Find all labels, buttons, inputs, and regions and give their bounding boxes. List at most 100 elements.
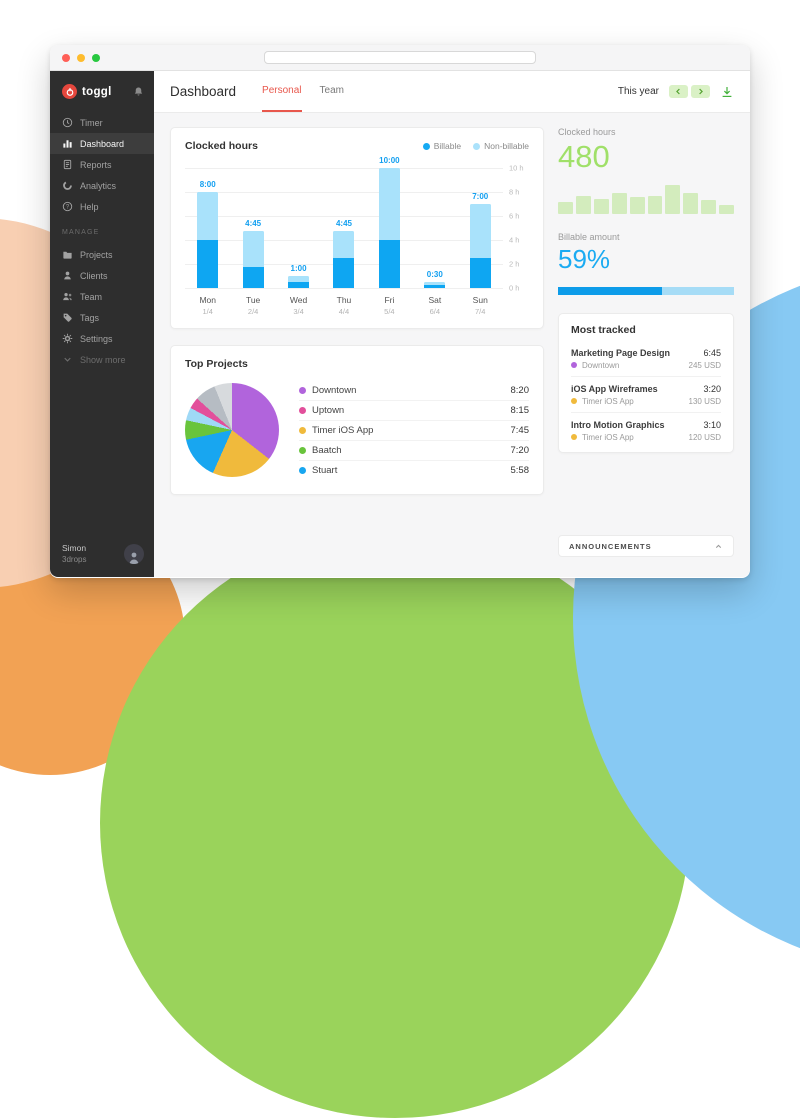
sidebar-item-analytics[interactable]: Analytics: [50, 175, 154, 196]
x-axis-date: 2/4: [247, 307, 259, 316]
next-period-button[interactable]: [691, 85, 710, 98]
tracked-time: 6:45: [703, 347, 721, 358]
tracked-time: 3:20: [703, 383, 721, 394]
mini-bar: [558, 201, 573, 214]
sidebar-item-tags[interactable]: Tags: [50, 307, 154, 328]
x-axis-label: Mon 1/4: [185, 295, 230, 316]
chevron-down-icon: [62, 354, 73, 365]
download-icon[interactable]: [720, 85, 734, 99]
sidebar-item-show-more[interactable]: Show more: [50, 349, 154, 370]
x-axis-label: Sat 6/4: [412, 295, 457, 316]
x-axis-date: 1/4: [202, 307, 213, 316]
billable-segment: [378, 240, 400, 288]
announcements-bar[interactable]: ANNOUNCEMENTS: [558, 535, 734, 557]
y-axis-tick: 8 h: [509, 187, 520, 197]
tracked-row-intro-motion-graphics[interactable]: Intro Motion Graphics 3:10 Timer iOS App 12…: [571, 411, 721, 448]
x-axis-date: 3/4: [293, 307, 304, 316]
y-axis-tick: 0 h: [509, 283, 520, 293]
content-left-column: Clocked hours Billable Non-billable 10 h 8…: [170, 127, 544, 557]
project-row-downtown[interactable]: Downtown 8:20: [299, 381, 529, 401]
project-time: 8:20: [510, 384, 530, 396]
sidebar-user[interactable]: Simon 3drops: [50, 543, 154, 577]
y-axis-tick: 4 h: [509, 235, 520, 245]
tracked-main: Intro Motion Graphics 3:10: [571, 420, 721, 430]
notifications-bell-icon[interactable]: [133, 86, 144, 97]
top-projects-legend: Downtown 8:20 Uptown 8:15 Timer iOS App 7:45 B…: [299, 381, 529, 480]
project-row-uptown[interactable]: Uptown 8:15: [299, 401, 529, 421]
project-dot: [299, 406, 306, 414]
sidebar: toggl Timer Dashboard Reports Analytics? Hel…: [50, 71, 154, 577]
bar-sun[interactable]: 7:00: [458, 168, 503, 288]
mini-bar: [665, 185, 681, 214]
non-billable-segment: [424, 282, 446, 285]
non-billable-segment: [378, 168, 400, 240]
y-axis-tick: 2 h: [509, 259, 520, 269]
minimize-window-button[interactable]: [77, 53, 85, 62]
project-row-stuart[interactable]: Stuart 5:58: [299, 461, 529, 480]
sidebar-item-projects[interactable]: Projects: [50, 244, 154, 265]
project-row-timer-ios-app[interactable]: Timer iOS App 7:45: [299, 421, 529, 441]
people-icon: [62, 291, 73, 302]
toggl-logo[interactable]: toggl: [62, 84, 112, 99]
gridline: [185, 168, 503, 169]
zoom-window-button[interactable]: [92, 53, 100, 62]
billable-segment: [424, 285, 446, 288]
tracked-row-marketing-page-design[interactable]: Marketing Page Design 6:45 Downtown 245 USD: [571, 341, 721, 376]
tab-team[interactable]: Team: [319, 85, 344, 96]
bar-sat[interactable]: 0:30: [412, 168, 457, 288]
sidebar-item-label: Projects: [80, 249, 113, 260]
mini-bar: [575, 195, 591, 214]
gridline: [185, 216, 503, 217]
project-dot: [299, 446, 306, 454]
project-name: Baatch: [312, 444, 342, 456]
x-axis-label: Sun 7/4: [458, 295, 503, 316]
legend-label: Billable: [433, 141, 462, 151]
sidebar-item-team[interactable]: Team: [50, 286, 154, 307]
bar-tue[interactable]: 4:45: [230, 168, 275, 288]
tracked-name: iOS App Wireframes: [571, 383, 658, 394]
chevron-up-icon[interactable]: [714, 542, 723, 551]
bar-thu[interactable]: 4:45: [321, 168, 366, 288]
window-titlebar: [50, 45, 750, 71]
project-name: Uptown: [312, 404, 345, 416]
most-tracked-list: Marketing Page Design 6:45 Downtown 245 USD…: [571, 341, 721, 448]
close-window-button[interactable]: [62, 53, 70, 62]
sidebar-item-label: Dashboard: [80, 138, 125, 149]
tracked-main: Marketing Page Design 6:45: [571, 348, 721, 358]
tab-personal[interactable]: Personal: [262, 71, 302, 112]
sidebar-item-reports[interactable]: Reports: [50, 154, 154, 175]
bar-fri[interactable]: 10:00: [367, 156, 412, 288]
sidebar-item-dashboard[interactable]: Dashboard: [50, 133, 154, 154]
sidebar-item-settings[interactable]: Settings: [50, 328, 154, 349]
avatar[interactable]: [124, 543, 144, 564]
bar-value-label: 7:00: [472, 192, 489, 201]
sidebar-item-help[interactable]: ? Help: [50, 196, 154, 217]
bar-wed[interactable]: 1:00: [276, 168, 321, 288]
tracked-row-ios-app-wireframes[interactable]: iOS App Wireframes 3:20 Timer iOS App 130 U…: [571, 375, 721, 412]
tracked-amount: 245 USD: [688, 360, 721, 370]
gridline: [185, 192, 503, 193]
previous-period-button[interactable]: [669, 85, 688, 98]
mini-bar: [701, 200, 717, 214]
announcements-label: ANNOUNCEMENTS: [569, 541, 652, 551]
sidebar-item-clients[interactable]: Clients: [50, 265, 154, 286]
address-bar[interactable]: [264, 51, 536, 64]
most-tracked-title: Most tracked: [571, 323, 636, 336]
top-projects-title: Top Projects: [185, 358, 248, 370]
bar-mon[interactable]: 8:00: [185, 168, 230, 288]
project-name: Timer iOS App: [312, 424, 374, 436]
clocked-hours-stat-label: Clocked hours: [558, 127, 616, 137]
billable-segment: [288, 282, 310, 288]
sidebar-item-timer[interactable]: Timer: [50, 112, 154, 133]
app-window: toggl Timer Dashboard Reports Analytics? Hel…: [50, 45, 750, 578]
legend-label: Non-billable: [484, 141, 529, 151]
gridline: [185, 288, 503, 289]
sidebar-main-nav: Timer Dashboard Reports Analytics? Help: [50, 112, 154, 217]
period-selector[interactable]: This year: [617, 86, 659, 97]
project-time: 5:58: [510, 464, 530, 476]
project-row-baatch[interactable]: Baatch 7:20: [299, 441, 529, 461]
sidebar-item-label: Reports: [80, 159, 112, 170]
billable-progress-bar: [558, 286, 734, 295]
toggl-power-icon: [62, 84, 77, 99]
main-header: Dashboard Personal Team This year: [154, 71, 750, 113]
